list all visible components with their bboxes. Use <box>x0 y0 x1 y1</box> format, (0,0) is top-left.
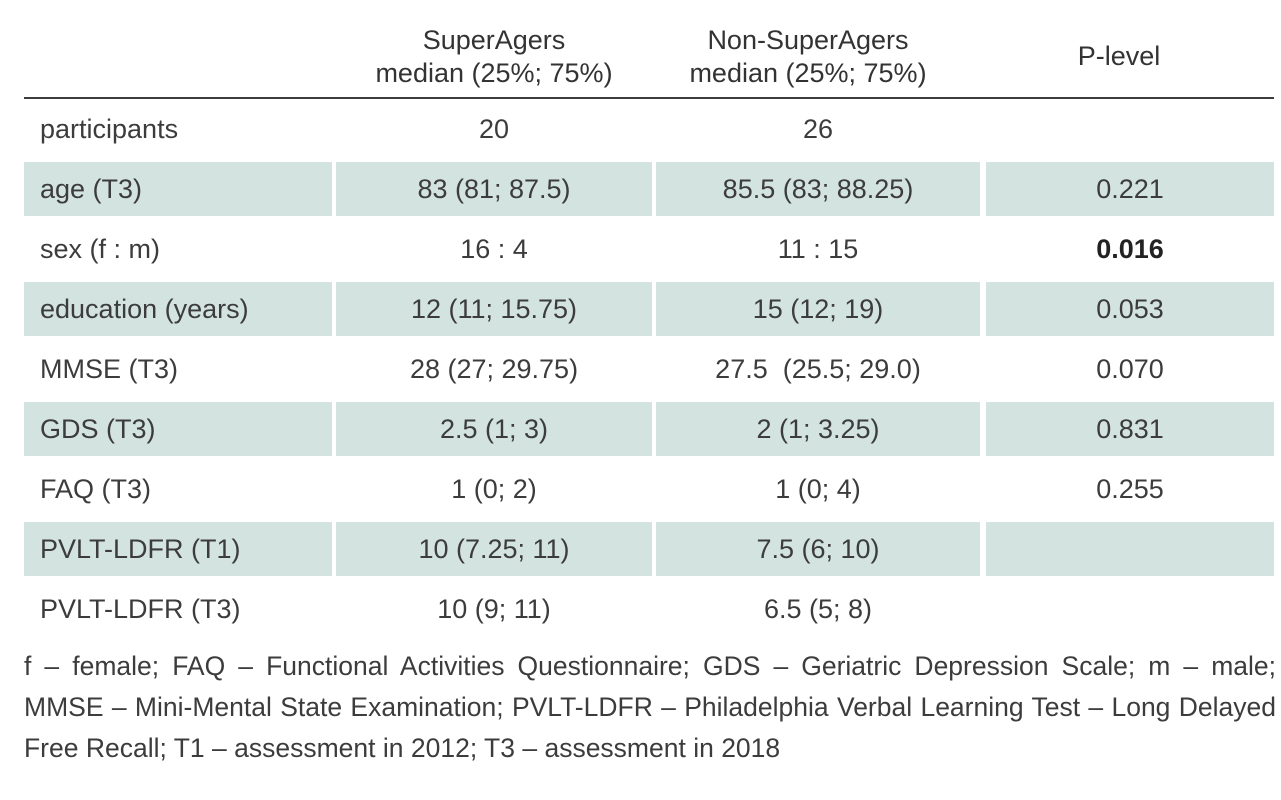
row-label: age (T3) <box>24 162 332 216</box>
table-row: sex (f : m) 16 : 4 11 : 15 0.016 <box>24 222 1274 279</box>
table-row: PVLT-LDFR (T3) 10 (9; 11) 6.5 (5; 8) <box>24 582 1274 639</box>
row-label: education (years) <box>24 282 332 336</box>
table-row: FAQ (T3) 1 (0; 2) 1 (0; 4) 0.255 <box>24 462 1274 519</box>
non-superagers-value: 6.5 (5; 8) <box>763 593 873 624</box>
non-superagers-value: 15 (12; 19) <box>656 282 980 336</box>
non-superagers-value: 27.5 (25.5; 29.0) <box>715 353 921 384</box>
row-label: PVLT-LDFR (T3) <box>40 593 241 624</box>
p-level-value-significant: 0.016 <box>1096 233 1164 264</box>
p-level-value <box>986 522 1274 576</box>
header-superagers-subtitle: median (25%; 75%) <box>375 57 613 88</box>
table-row: participants 20 26 <box>24 102 1274 159</box>
superagers-value: 10 (9; 11) <box>437 593 551 624</box>
header-non-superagers: Non-SuperAgers median (25%; 75%) <box>652 0 964 97</box>
table-row: education (years) 12 (11; 15.75) 15 (12;… <box>24 282 1274 339</box>
row-label: PVLT-LDFR (T1) <box>24 522 332 576</box>
superagers-value: 2.5 (1; 3) <box>336 402 652 456</box>
p-level-value: 0.053 <box>986 282 1274 336</box>
row-label: participants <box>40 113 179 144</box>
superagers-value: 20 <box>478 113 510 144</box>
table-row: MMSE (T3) 28 (27; 29.75) 27.5 (25.5; 29.… <box>24 342 1274 399</box>
superagers-value: 10 (7.25; 11) <box>336 522 652 576</box>
p-level-value: 0.070 <box>1096 353 1164 384</box>
non-superagers-value: 85.5 (83; 88.25) <box>656 162 980 216</box>
header-superagers-title: SuperAgers <box>422 24 566 55</box>
table-footnote: f – female; FAQ – Functional Activities … <box>24 651 1276 763</box>
row-label: sex (f : m) <box>40 233 160 264</box>
header-superagers: SuperAgers median (25%; 75%) <box>336 0 652 97</box>
p-level-value: 0.255 <box>1096 473 1164 504</box>
p-level-value: 0.221 <box>986 162 1274 216</box>
data-table: SuperAgers median (25%; 75%) Non-SuperAg… <box>24 0 1274 639</box>
non-superagers-value: 11 : 15 <box>777 233 859 264</box>
p-level-value: 0.831 <box>986 402 1274 456</box>
non-superagers-value: 26 <box>802 113 834 144</box>
header-p-level-label: P-level <box>1077 41 1161 71</box>
table-row: age (T3) 83 (81; 87.5) 85.5 (83; 88.25) … <box>24 162 1274 219</box>
row-label: MMSE (T3) <box>40 353 178 384</box>
table-row: PVLT-LDFR (T1) 10 (7.25; 11) 7.5 (6; 10) <box>24 522 1274 579</box>
table-row: GDS (T3) 2.5 (1; 3) 2 (1; 3.25) 0.831 <box>24 402 1274 459</box>
p-level-value <box>986 582 1274 636</box>
table-header: SuperAgers median (25%; 75%) Non-SuperAg… <box>24 0 1274 99</box>
row-label: FAQ (T3) <box>40 473 152 504</box>
superagers-value: 28 (27; 29.75) <box>409 353 579 384</box>
non-superagers-value: 1 (0; 4) <box>775 473 861 504</box>
p-level-value <box>986 102 1274 156</box>
superagers-value: 83 (81; 87.5) <box>336 162 652 216</box>
non-superagers-value: 2 (1; 3.25) <box>656 402 980 456</box>
non-superagers-value: 7.5 (6; 10) <box>656 522 980 576</box>
header-non-superagers-subtitle: median (25%; 75%) <box>689 57 927 88</box>
superagers-value: 1 (0; 2) <box>451 473 537 504</box>
header-p-level: P-level <box>964 0 1274 97</box>
superagers-value: 12 (11; 15.75) <box>336 282 652 336</box>
superagers-value: 16 : 4 <box>460 233 528 264</box>
header-non-superagers-title: Non-SuperAgers <box>707 24 909 55</box>
row-label: GDS (T3) <box>24 402 332 456</box>
